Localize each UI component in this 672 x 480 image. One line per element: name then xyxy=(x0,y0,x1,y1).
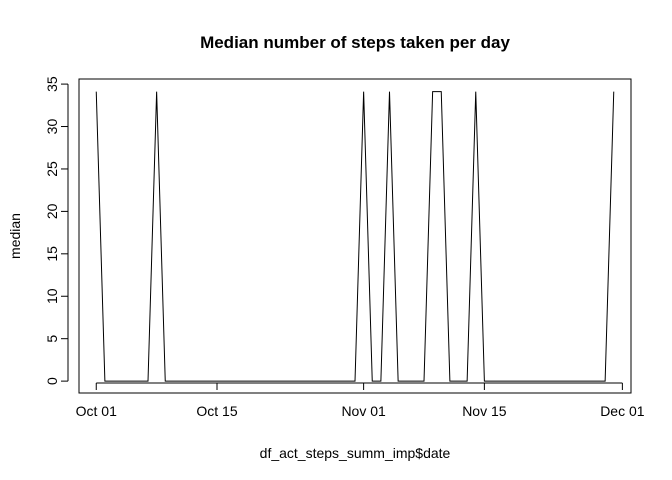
x-axis: Oct 01 Oct 15 Nov 01 Nov 15 Dec 01 xyxy=(76,382,645,419)
x-tick-label: Oct 01 xyxy=(76,403,117,419)
y-axis-label: median xyxy=(7,213,23,259)
y-tick-label: 20 xyxy=(44,203,60,219)
y-tick-label: 0 xyxy=(44,377,60,385)
plot-frame xyxy=(78,78,632,394)
series-line-median xyxy=(95,91,615,382)
chart-title: Median number of steps taken per day xyxy=(200,33,510,52)
y-tick-label: 30 xyxy=(44,119,60,135)
y-tick-label: 25 xyxy=(44,161,60,177)
y-axis: 0 5 10 15 20 25 30 35 xyxy=(44,76,69,385)
y-tick-label: 10 xyxy=(44,288,60,304)
x-tick-label: Nov 01 xyxy=(341,403,386,419)
y-tick-label: 15 xyxy=(44,246,60,262)
x-tick-label: Nov 15 xyxy=(462,403,507,419)
y-tick-label: 5 xyxy=(44,335,60,343)
y-tick-label: 35 xyxy=(44,76,60,92)
x-axis-label: df_act_steps_summ_imp$date xyxy=(260,445,451,461)
x-tick-label: Dec 01 xyxy=(600,403,645,419)
x-tick-label: Oct 15 xyxy=(196,403,237,419)
